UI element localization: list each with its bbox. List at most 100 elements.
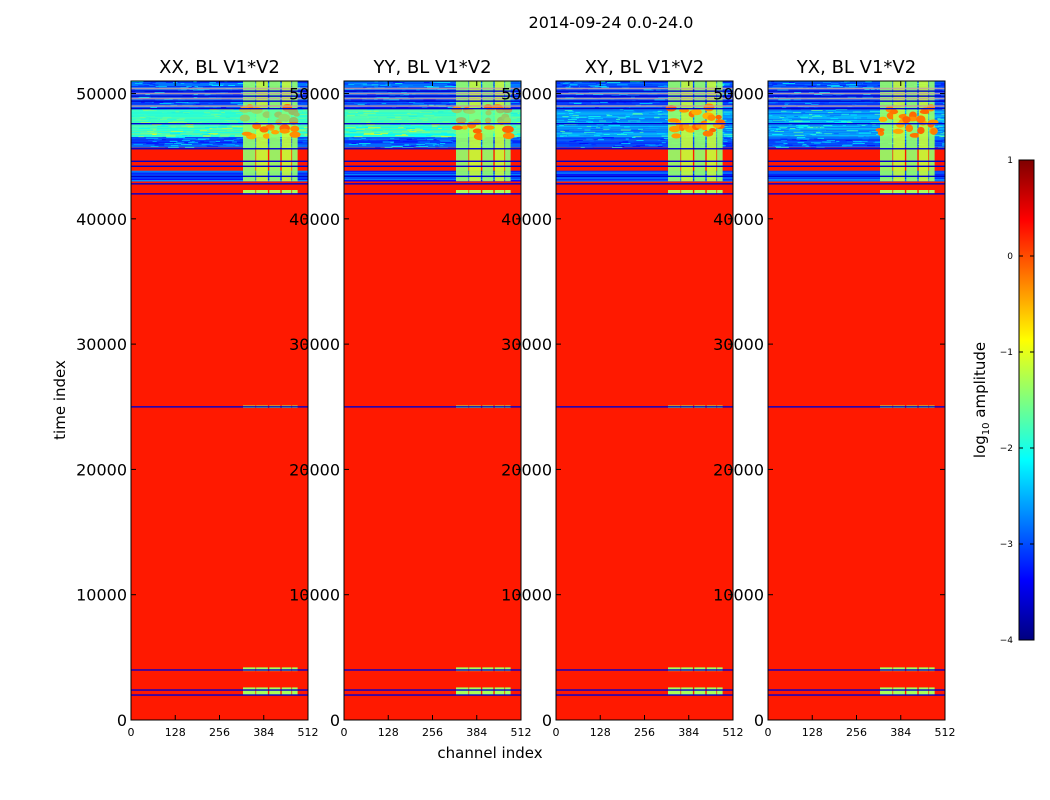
noise-cell <box>648 110 657 112</box>
noise-cell <box>573 82 582 84</box>
noise-cell <box>406 139 418 141</box>
noise-cell <box>817 130 826 132</box>
noise-cell <box>814 106 818 108</box>
noise-row <box>556 177 733 179</box>
active-block <box>893 667 905 672</box>
noise-cell <box>610 97 622 99</box>
noise-row <box>131 124 308 126</box>
noise-cell <box>181 144 188 146</box>
flag-line <box>768 148 945 150</box>
active-block <box>717 81 723 182</box>
noise-cell <box>824 103 830 105</box>
noise-cell <box>344 135 350 137</box>
noise-cell <box>153 139 162 141</box>
noise-cell <box>416 143 426 145</box>
noise-cell <box>598 138 603 140</box>
y-axis-label: time index <box>51 360 69 440</box>
noise-row <box>556 115 733 117</box>
noise-cell <box>639 103 653 105</box>
noise-cell <box>220 91 229 93</box>
flag-line <box>131 165 308 167</box>
noise-row <box>131 144 308 146</box>
noise-cell <box>426 139 434 141</box>
noise-cell <box>301 94 307 96</box>
flag-line <box>131 95 308 97</box>
noise-row <box>768 177 945 179</box>
noise-cell <box>152 140 157 142</box>
rfi-blob <box>878 116 888 122</box>
noise-cell <box>630 130 641 132</box>
noise-row <box>344 145 521 147</box>
noise-cell <box>565 97 574 99</box>
noise-cell <box>149 132 158 134</box>
noise-row <box>556 127 733 129</box>
noise-cell <box>184 103 193 105</box>
noise-cell <box>781 110 791 112</box>
flag-line <box>768 105 945 107</box>
noise-cell <box>577 94 588 96</box>
noise-cell <box>584 146 594 148</box>
y-tick-label: 30000 <box>76 335 127 354</box>
x-tick-label: 384 <box>466 726 487 739</box>
active-block <box>281 687 292 695</box>
noise-row <box>131 89 308 91</box>
noise-row <box>344 145 521 147</box>
noise-cell <box>862 85 867 87</box>
noise-row <box>131 85 308 87</box>
noise-cell <box>596 139 604 141</box>
noise-cell <box>430 141 442 143</box>
noise-row <box>768 131 945 133</box>
noise-cell <box>650 144 663 146</box>
noise-row <box>556 173 733 175</box>
noise-cell <box>811 109 823 111</box>
noise-cell <box>378 85 389 87</box>
noise-cell <box>810 103 819 105</box>
noise-cell <box>632 112 643 114</box>
noise-cell <box>611 82 621 84</box>
noise-cell <box>367 127 381 129</box>
noise-cell <box>804 106 809 108</box>
noise-cell <box>208 103 219 105</box>
y-tick-label: 40000 <box>76 210 127 229</box>
noise-cell <box>938 146 945 148</box>
noise-cell <box>936 117 945 119</box>
noise-cell <box>306 84 308 86</box>
active-block <box>706 190 717 194</box>
noise-cell <box>940 83 945 85</box>
noise-cell <box>941 94 945 96</box>
noise-cell <box>829 85 834 87</box>
active-block <box>706 687 717 695</box>
noise-cell <box>232 94 240 96</box>
active-block <box>694 190 706 194</box>
noise-cell <box>654 99 666 101</box>
noise-row <box>768 130 945 132</box>
panel-title: YY, BL V1*V2 <box>372 57 491 78</box>
noise-row <box>768 128 945 130</box>
x-axis-label: channel index <box>437 744 542 762</box>
noise-row <box>344 129 521 131</box>
noise-cell <box>567 104 574 106</box>
noise-cell <box>599 120 607 122</box>
noise-row <box>344 130 521 132</box>
active-block <box>494 190 505 194</box>
noise-cell <box>351 127 365 129</box>
noise-cell <box>388 91 392 93</box>
noise-cell <box>360 103 371 105</box>
x-tick-label: 512 <box>723 726 744 739</box>
noise-cell <box>794 134 804 136</box>
flag-line <box>768 95 945 97</box>
noise-cell <box>865 81 872 83</box>
noise-row <box>768 146 945 148</box>
noise-cell <box>824 142 838 144</box>
noise-cell <box>773 104 778 106</box>
noise-cell <box>937 124 945 126</box>
noise-row <box>768 116 945 118</box>
noise-cell <box>354 103 367 105</box>
noise-cell <box>180 82 185 84</box>
noise-cell <box>591 145 597 147</box>
active-block <box>668 687 681 695</box>
noise-cell <box>783 115 791 117</box>
noise-cell <box>811 139 821 141</box>
noise-cell <box>843 81 850 83</box>
noise-cell <box>296 124 307 126</box>
